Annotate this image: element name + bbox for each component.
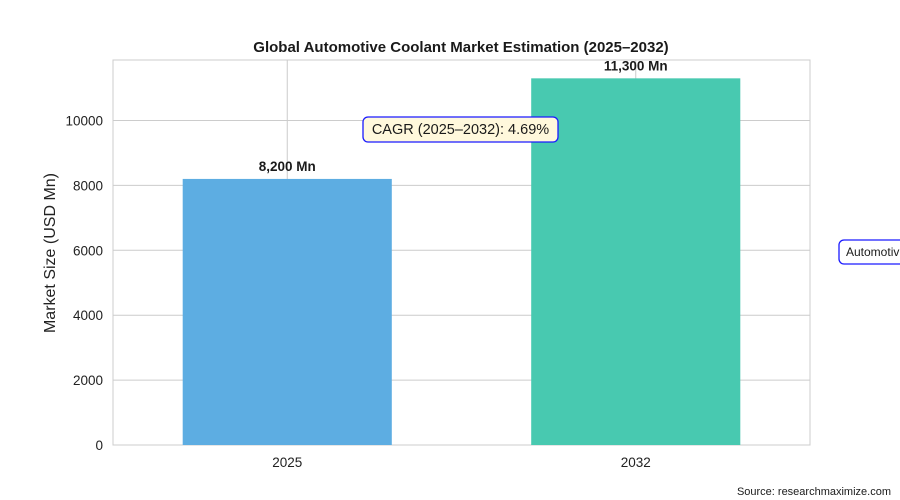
bars	[182, 78, 741, 445]
plot-area-frame	[112, 59, 811, 446]
bar-2032	[531, 78, 741, 445]
y-tick-label: 10000	[65, 114, 103, 129]
y-tick-label: 4000	[73, 308, 103, 323]
data-label-2032: 11,300 Mn	[604, 58, 668, 73]
data-label-2025: 8,200 Mn	[259, 159, 316, 174]
side-annotation-text: Automotiv	[846, 245, 899, 259]
y-tick-label: 0	[95, 438, 103, 453]
source-note: Source: researchmaximize.com	[737, 486, 891, 498]
y-axis-ticks: 0 2000 4000 6000 8000 10000	[65, 114, 103, 453]
chart-title: Global Automotive Coolant Market Estimat…	[253, 39, 668, 56]
data-labels: 8,200 Mn 11,300 Mn	[259, 58, 668, 174]
side-annotation-box	[838, 239, 900, 265]
y-axis-label: Market Size (USD Mn)	[42, 173, 59, 333]
y-tick-label: 2000	[73, 373, 103, 388]
cagr-annotation: CAGR (2025–2032): 4.69%	[362, 116, 559, 143]
x-tick-label: 2032	[621, 455, 651, 470]
y-tick-label: 8000	[73, 178, 103, 193]
bar-2025	[182, 178, 392, 445]
x-tick-label: 2025	[272, 455, 302, 470]
cagr-annotation-box	[362, 116, 559, 143]
y-tick-label: 6000	[73, 243, 103, 258]
cagr-annotation-text: CAGR (2025–2032): 4.69%	[372, 122, 549, 138]
side-annotation: Automotiv	[838, 239, 900, 265]
x-axis-ticks: 2025 2032	[272, 455, 651, 470]
